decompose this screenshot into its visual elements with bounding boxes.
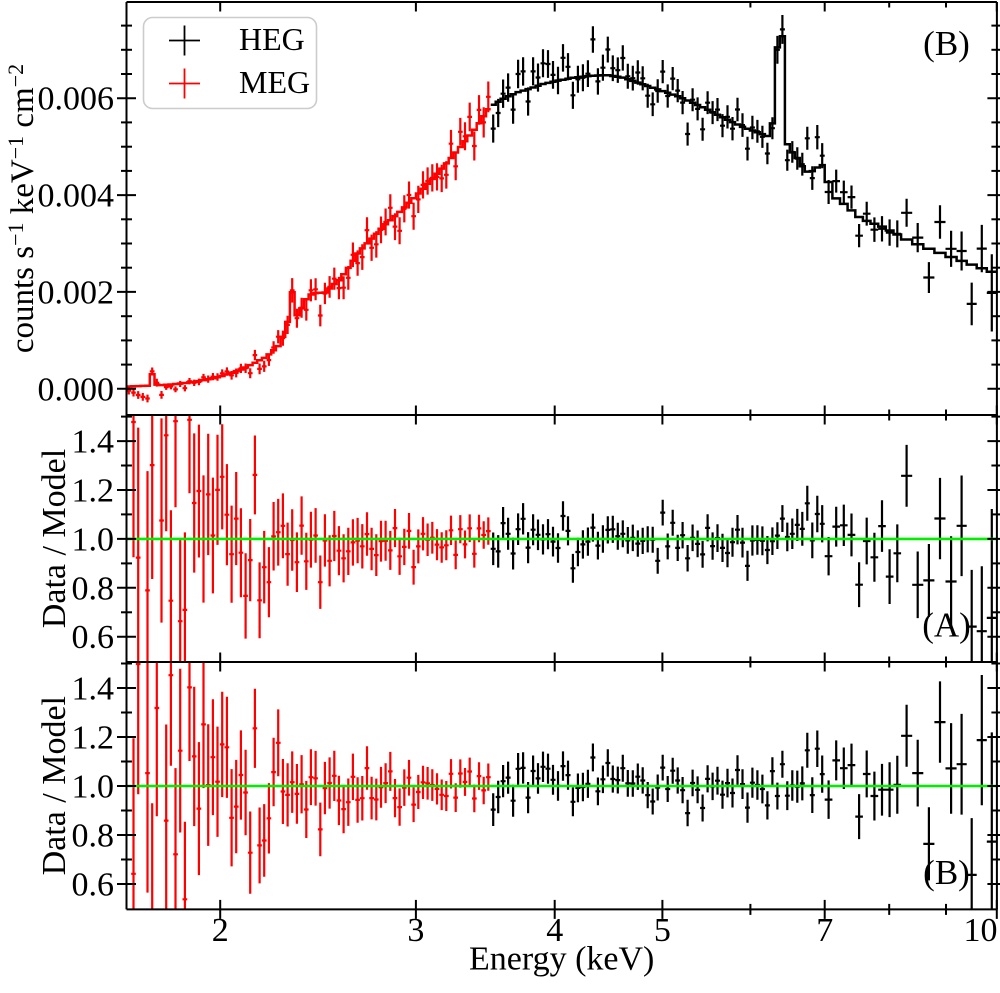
svg-text:5: 5 bbox=[654, 912, 671, 949]
svg-text:1.4: 1.4 bbox=[72, 424, 115, 461]
svg-text:HEG: HEG bbox=[239, 21, 305, 57]
svg-text:10: 10 bbox=[964, 912, 998, 949]
svg-text:0.006: 0.006 bbox=[38, 81, 115, 118]
svg-text:0.002: 0.002 bbox=[38, 274, 115, 311]
svg-text:7: 7 bbox=[816, 912, 833, 949]
svg-text:MEG: MEG bbox=[239, 64, 310, 100]
svg-text:1.0: 1.0 bbox=[72, 769, 115, 806]
svg-text:0.000: 0.000 bbox=[38, 371, 115, 408]
svg-text:counts s−1 keV−1 cm−2: counts s−1 keV−1 cm−2 bbox=[3, 64, 41, 353]
svg-text:0.004: 0.004 bbox=[38, 178, 115, 215]
svg-text:(B): (B) bbox=[923, 24, 970, 63]
svg-text:1.4: 1.4 bbox=[72, 671, 115, 708]
svg-text:Data / Model: Data / Model bbox=[36, 696, 73, 875]
svg-text:(B): (B) bbox=[923, 853, 970, 892]
svg-text:0.6: 0.6 bbox=[72, 619, 115, 656]
svg-text:Data / Model: Data / Model bbox=[36, 449, 73, 628]
svg-text:0.6: 0.6 bbox=[72, 867, 115, 904]
svg-text:2: 2 bbox=[212, 912, 229, 949]
svg-text:1.2: 1.2 bbox=[72, 473, 115, 510]
svg-text:1.2: 1.2 bbox=[72, 720, 115, 757]
svg-text:4: 4 bbox=[546, 912, 563, 949]
svg-text:3: 3 bbox=[407, 912, 424, 949]
svg-text:(A): (A) bbox=[922, 606, 971, 645]
svg-text:1.0: 1.0 bbox=[72, 521, 115, 558]
svg-text:0.8: 0.8 bbox=[72, 570, 115, 607]
svg-text:Energy (keV): Energy (keV) bbox=[469, 941, 654, 978]
svg-text:0.8: 0.8 bbox=[72, 818, 115, 855]
